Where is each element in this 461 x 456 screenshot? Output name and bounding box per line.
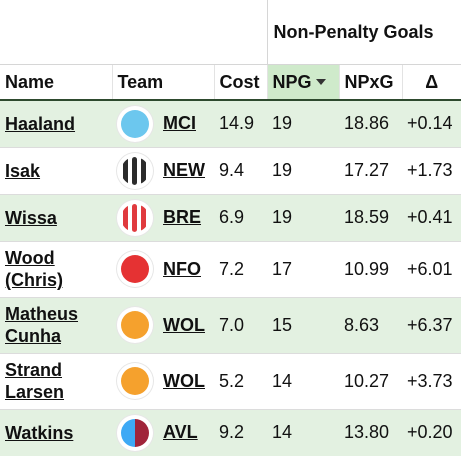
cost-cell: 9.2 bbox=[214, 408, 268, 456]
column-header-delta[interactable]: Δ bbox=[401, 64, 461, 101]
table-row: Matheus Cunha WOL 7.0 15 8.63 +6.37 bbox=[0, 296, 461, 353]
column-header-cost[interactable]: Cost bbox=[213, 64, 268, 101]
team-cell: WOL bbox=[112, 352, 214, 409]
npg-cell: 17 bbox=[267, 240, 340, 297]
table-row: Watkins AVL 9.2 14 13.80 +0.20 bbox=[0, 408, 461, 456]
team-code-link[interactable]: WOL bbox=[163, 314, 205, 335]
delta-cell: +1.73 bbox=[402, 146, 461, 194]
team-badge-solid-circle-icon bbox=[117, 363, 153, 399]
team-badge-solid-circle-icon bbox=[117, 251, 153, 287]
team-badge-striped-circle-icon bbox=[117, 152, 153, 189]
player-name-cell: Haaland bbox=[0, 99, 112, 147]
npg-cell: 19 bbox=[267, 193, 340, 241]
delta-cell: +0.20 bbox=[402, 408, 461, 456]
player-name-link[interactable]: Matheus Cunha bbox=[5, 304, 79, 346]
team-badge-split-circle-icon bbox=[117, 414, 153, 451]
column-header-npg[interactable]: NPG bbox=[266, 64, 340, 101]
player-name-cell: Wood (Chris) bbox=[0, 240, 112, 297]
team-cell: BRE bbox=[112, 193, 214, 241]
team-code-link[interactable]: AVL bbox=[163, 422, 198, 443]
cost-cell: 7.2 bbox=[214, 240, 268, 297]
player-name-cell: Strand Larsen bbox=[0, 352, 112, 409]
group-header-non-penalty-goals: Non-Penalty Goals bbox=[266, 0, 461, 65]
table-row: Strand Larsen WOL 5.2 14 10.27 +3.73 bbox=[0, 352, 461, 409]
team-cell: NFO bbox=[112, 240, 214, 297]
npg-cell: 19 bbox=[267, 99, 340, 147]
team-code-link[interactable]: WOL bbox=[163, 370, 205, 391]
delta-cell: +3.73 bbox=[402, 352, 461, 409]
npg-cell: 19 bbox=[267, 146, 340, 194]
player-name-cell: Isak bbox=[0, 146, 112, 194]
cost-cell: 6.9 bbox=[214, 193, 268, 241]
delta-cell: +6.01 bbox=[402, 240, 461, 297]
player-name-cell: Watkins bbox=[0, 408, 112, 456]
npxg-cell: 10.99 bbox=[339, 240, 403, 297]
npxg-cell: 8.63 bbox=[339, 296, 403, 353]
table-row: Wissa BRE 6.9 19 18.59 +0.41 bbox=[0, 193, 461, 241]
player-name-link[interactable]: Watkins bbox=[5, 422, 74, 443]
delta-cell: +0.14 bbox=[402, 99, 461, 147]
table-row: Isak NEW 9.4 19 17.27 +1.73 bbox=[0, 146, 461, 194]
player-name-cell: Matheus Cunha bbox=[0, 296, 112, 353]
sort-descending-icon bbox=[315, 78, 326, 85]
cost-cell: 14.9 bbox=[214, 99, 268, 147]
column-header-row: Name Team Cost NPG NPxG Δ bbox=[0, 64, 461, 101]
npg-cell: 14 bbox=[267, 408, 340, 456]
column-header-npg-label: NPG bbox=[272, 71, 312, 92]
player-name-cell: Wissa bbox=[0, 193, 112, 241]
team-cell: AVL bbox=[112, 408, 214, 456]
npxg-cell: 10.27 bbox=[339, 352, 403, 409]
player-name-link[interactable]: Isak bbox=[5, 160, 41, 181]
team-code-link[interactable]: BRE bbox=[163, 207, 202, 227]
column-header-team[interactable]: Team bbox=[111, 64, 214, 101]
npxg-cell: 17.27 bbox=[339, 146, 403, 194]
table-body: Haaland MCI 14.9 19 18.86 +0.14 Isak NEW 9.4 19 17… bbox=[0, 99, 461, 456]
team-code-link[interactable]: NFO bbox=[163, 258, 201, 279]
delta-cell: +0.41 bbox=[402, 193, 461, 241]
team-cell: MCI bbox=[112, 99, 214, 147]
team-badge-solid-circle-icon bbox=[117, 105, 153, 142]
team-code-link[interactable]: MCI bbox=[163, 113, 196, 134]
cost-cell: 9.4 bbox=[214, 146, 268, 194]
npg-cell: 14 bbox=[267, 352, 340, 409]
group-header-row: Non-Penalty Goals bbox=[0, 0, 461, 65]
team-cell: NEW bbox=[112, 146, 214, 194]
player-name-link[interactable]: Strand Larsen bbox=[5, 360, 65, 402]
npxg-cell: 13.80 bbox=[339, 408, 403, 456]
table-row: Haaland MCI 14.9 19 18.86 +0.14 bbox=[0, 99, 461, 147]
player-name-link[interactable]: Wood (Chris) bbox=[5, 248, 63, 290]
table-row: Wood (Chris) NFO 7.2 17 10.99 +6.01 bbox=[0, 240, 461, 297]
column-header-npxg[interactable]: NPxG bbox=[338, 64, 403, 101]
npxg-cell: 18.59 bbox=[339, 193, 403, 241]
group-header-spacer bbox=[0, 0, 268, 65]
column-header-name[interactable]: Name bbox=[0, 64, 112, 101]
team-cell: WOL bbox=[112, 296, 214, 353]
delta-cell: +6.37 bbox=[402, 296, 461, 353]
team-badge-striped-circle-icon bbox=[117, 199, 153, 236]
npxg-cell: 18.86 bbox=[339, 99, 403, 147]
player-name-link[interactable]: Wissa bbox=[5, 207, 57, 228]
team-badge-solid-circle-icon bbox=[117, 307, 153, 343]
team-code-link[interactable]: NEW bbox=[163, 160, 205, 180]
cost-cell: 7.0 bbox=[214, 296, 268, 353]
cost-cell: 5.2 bbox=[214, 352, 268, 409]
npg-cell: 15 bbox=[267, 296, 340, 353]
player-name-link[interactable]: Haaland bbox=[5, 113, 76, 134]
